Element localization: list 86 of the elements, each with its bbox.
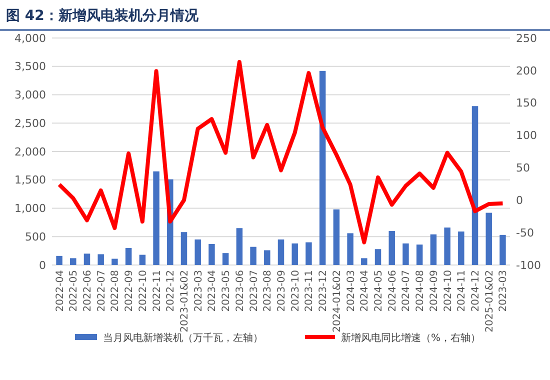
bar [430, 234, 437, 265]
x-tick-label: 2023-06 [234, 270, 246, 312]
x-tick-label: 2023-08 [262, 270, 274, 312]
x-tick-label: 2022-12 [166, 270, 177, 312]
bar [222, 253, 229, 265]
y2-tick-label: 50 [516, 162, 530, 175]
y-tick-label: 2,500 [14, 116, 46, 130]
x-tick-label: 2022-11 [152, 270, 163, 312]
line-series [57, 60, 505, 244]
x-tick-label: 2024-03 [346, 270, 357, 312]
y2-tick-label: -50 [516, 226, 534, 240]
chart-title: 图 42：新增风电装机分月情况 [6, 7, 200, 24]
x-tick-label: 2022-08 [110, 270, 122, 312]
x-tick-label: 2023-09 [276, 270, 288, 312]
bar [180, 232, 188, 265]
bar [458, 232, 464, 265]
bar [472, 106, 478, 265]
bar [112, 258, 118, 265]
bar [347, 233, 354, 265]
y2-tick-label: 250 [516, 32, 537, 45]
x-tick-label: 2022-10 [138, 270, 149, 312]
bar [125, 248, 132, 265]
x-tick-label: 2024-04 [360, 270, 371, 312]
bar [306, 242, 312, 265]
x-tick-label: 2022-07 [96, 270, 108, 312]
y2-tick-label: 150 [516, 96, 537, 110]
bar [388, 230, 395, 265]
x-tick-label: 2023-03 [498, 270, 510, 312]
x-tick-label: 2023-04 [207, 270, 218, 312]
x-tick-label: 2022-06 [82, 270, 94, 312]
bar [361, 258, 368, 265]
bar [319, 70, 326, 265]
x-tick-label: 2023-11 [304, 270, 316, 312]
x-tick-label: 2024-06 [387, 270, 398, 312]
x-tick-label: 2024-12 [470, 270, 482, 312]
bar [84, 254, 90, 265]
bar [153, 171, 160, 265]
bar [486, 212, 492, 265]
y-tick-label: 2,000 [14, 145, 46, 158]
bar [139, 254, 146, 265]
y2-tick-label: 0 [516, 194, 523, 207]
bar [56, 256, 62, 265]
bar [70, 258, 76, 265]
legend-label: 当月风电新增装机（万千瓦，左轴） [103, 332, 263, 344]
x-tick-label: 2024-01&02 [332, 270, 343, 332]
bar [444, 228, 450, 265]
x-tick-label: 2024-10 [442, 270, 454, 312]
bar [500, 234, 506, 265]
y-tick-label: 1,000 [14, 202, 46, 216]
x-tick-label: 2023-01&02 [179, 270, 190, 332]
y-tick-label: 3,000 [14, 88, 46, 102]
y2-tick-label: 200 [516, 64, 537, 78]
bar [374, 249, 382, 265]
y-tick-label: 4,000 [14, 32, 46, 45]
y-tick-label: 0 [39, 258, 46, 272]
bar [98, 254, 104, 265]
bar [264, 250, 270, 265]
bar [402, 243, 409, 265]
x-tick-label: 2023-07 [248, 270, 260, 312]
bar [292, 243, 298, 265]
x-tick-label: 2023-12 [318, 270, 330, 312]
y2-tick-label: 100 [516, 129, 537, 142]
y2-tick-label: -100 [516, 258, 541, 272]
x-tick-label: 2024-11 [456, 270, 468, 312]
bar [416, 244, 423, 265]
x-tick-label: 2022-09 [124, 270, 136, 312]
y-tick-label: 500 [25, 230, 46, 244]
bar [278, 239, 284, 265]
bar [236, 228, 243, 265]
x-tick-label: 2023-05 [221, 270, 232, 312]
x-tick-label: 2024-08 [415, 270, 426, 312]
legend-label: 新增风电同比增速（%，右轴） [341, 332, 481, 344]
bar [333, 209, 340, 265]
x-tick-label: 2023-10 [290, 270, 302, 312]
x-tick-label: 2022-04 [54, 270, 66, 312]
y-tick-label: 3,500 [14, 60, 46, 74]
x-tick-label: 2023-03 [193, 270, 204, 312]
bar [194, 239, 201, 265]
x-tick-label: 2024-07 [401, 270, 412, 312]
bar [208, 244, 215, 265]
y-tick-label: 1,500 [14, 174, 46, 187]
x-tick-label: 2022-05 [68, 270, 80, 312]
x-tick-label: 2024-05 [374, 270, 385, 312]
x-tick-label: 2025-01&02 [484, 270, 496, 332]
bar [250, 246, 256, 265]
x-tick-label: 2024-09 [428, 270, 440, 312]
